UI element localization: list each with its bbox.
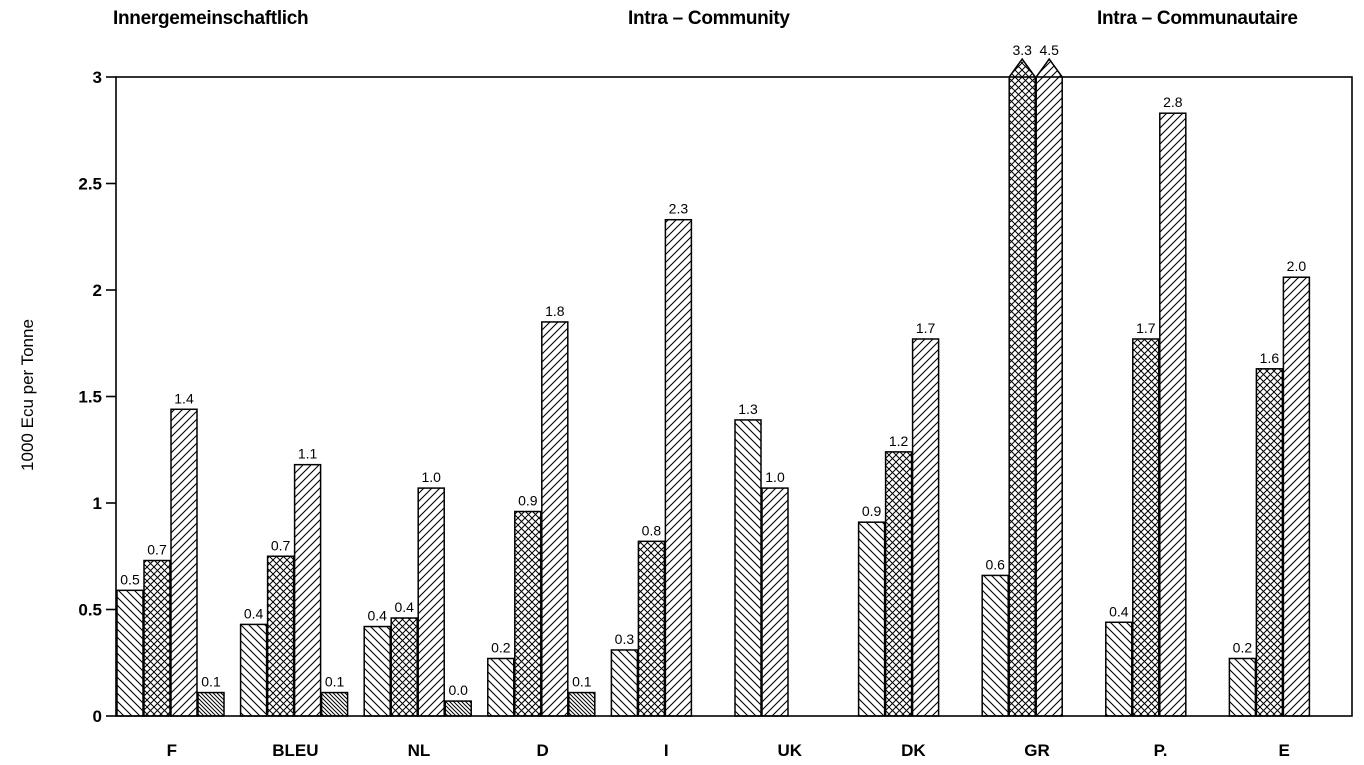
bar bbox=[568, 691, 596, 717]
data-label: 1.8 bbox=[545, 303, 565, 319]
bar bbox=[1008, 57, 1036, 717]
bar bbox=[734, 419, 762, 717]
data-label: 2.3 bbox=[669, 201, 689, 217]
bar bbox=[239, 623, 268, 717]
data-label: 0.4 bbox=[244, 605, 264, 621]
y-tick-label: 1.5 bbox=[78, 388, 102, 407]
data-label: 1.6 bbox=[1260, 350, 1280, 366]
data-label: 0.7 bbox=[147, 542, 167, 558]
bar bbox=[1132, 338, 1160, 717]
x-tick-label: F bbox=[167, 741, 177, 760]
data-label: 0.1 bbox=[325, 674, 345, 690]
data-label: 0.9 bbox=[862, 503, 882, 519]
data-label: 1.0 bbox=[421, 469, 441, 485]
data-label: 0.9 bbox=[518, 493, 538, 509]
data-label: 1.7 bbox=[916, 320, 936, 336]
data-label: 3.3 bbox=[1012, 42, 1032, 58]
bar bbox=[761, 487, 789, 717]
x-tick-label: I bbox=[664, 741, 669, 760]
x-tick-label: UK bbox=[778, 741, 803, 760]
data-label: 0.3 bbox=[615, 631, 635, 647]
data-label: 2.0 bbox=[1287, 258, 1307, 274]
bar bbox=[514, 510, 542, 717]
x-tick-label: E bbox=[1279, 741, 1290, 760]
y-tick-label: 3 bbox=[93, 68, 102, 87]
bar bbox=[1255, 368, 1284, 717]
data-label: 0.2 bbox=[1233, 639, 1253, 655]
y-tick-label: 0.5 bbox=[78, 601, 102, 620]
bar bbox=[664, 218, 693, 717]
bar bbox=[417, 487, 445, 717]
data-label: 1.3 bbox=[738, 401, 758, 417]
bar bbox=[1105, 621, 1133, 717]
data-label: 0.5 bbox=[120, 571, 140, 587]
bar bbox=[320, 691, 349, 717]
data-label: 0.1 bbox=[572, 674, 592, 690]
y-tick-label: 1 bbox=[93, 494, 102, 513]
bar bbox=[1228, 657, 1257, 717]
x-tick-label: NL bbox=[408, 741, 431, 760]
data-label: 0.1 bbox=[201, 674, 221, 690]
bar bbox=[293, 463, 322, 717]
data-label: 0.8 bbox=[642, 522, 662, 538]
bar bbox=[1282, 276, 1311, 717]
data-label: 0.4 bbox=[1109, 603, 1129, 619]
bar bbox=[116, 589, 144, 717]
y-tick-label: 2.5 bbox=[78, 175, 102, 194]
bar bbox=[170, 408, 198, 717]
x-tick-label: GR bbox=[1024, 741, 1050, 760]
data-label: 0.4 bbox=[367, 608, 387, 624]
data-label: 1.1 bbox=[298, 446, 318, 462]
bar bbox=[1159, 112, 1187, 717]
x-tick-label: P. bbox=[1154, 741, 1168, 760]
bar bbox=[637, 540, 666, 717]
x-tick-label: D bbox=[536, 741, 548, 760]
bar bbox=[1035, 57, 1063, 717]
data-label: 0.7 bbox=[271, 537, 291, 553]
title-english: Intra – Community bbox=[628, 8, 790, 29]
data-label: 0.6 bbox=[985, 556, 1005, 572]
bar bbox=[981, 574, 1009, 717]
y-tick-label: 2 bbox=[93, 281, 102, 300]
data-label: 0.2 bbox=[491, 639, 511, 655]
title-french: Intra – Communautaire bbox=[1097, 8, 1298, 29]
data-label: 0.4 bbox=[394, 599, 414, 615]
bar bbox=[884, 451, 913, 717]
bar bbox=[390, 617, 418, 717]
bar bbox=[610, 649, 639, 717]
data-label: 1.4 bbox=[174, 390, 194, 406]
data-label: 1.7 bbox=[1136, 320, 1156, 336]
y-tick-label: 0 bbox=[93, 707, 102, 726]
bar bbox=[857, 521, 886, 717]
data-label: 1.2 bbox=[889, 433, 909, 449]
data-label: 0.0 bbox=[448, 682, 468, 698]
bar bbox=[363, 625, 391, 717]
bar bbox=[541, 321, 569, 717]
title-german: Innergemeinschaftlich bbox=[113, 8, 309, 29]
data-label: 4.5 bbox=[1039, 42, 1059, 58]
bar bbox=[266, 555, 295, 717]
bar bbox=[143, 559, 171, 717]
bar bbox=[444, 700, 472, 717]
x-tick-label: BLEU bbox=[272, 741, 318, 760]
bar bbox=[911, 338, 940, 717]
data-label: 1.0 bbox=[765, 469, 785, 485]
bar bbox=[487, 657, 515, 717]
x-tick-label: DK bbox=[901, 741, 926, 760]
bar bbox=[197, 691, 225, 717]
data-label: 2.8 bbox=[1163, 94, 1183, 110]
